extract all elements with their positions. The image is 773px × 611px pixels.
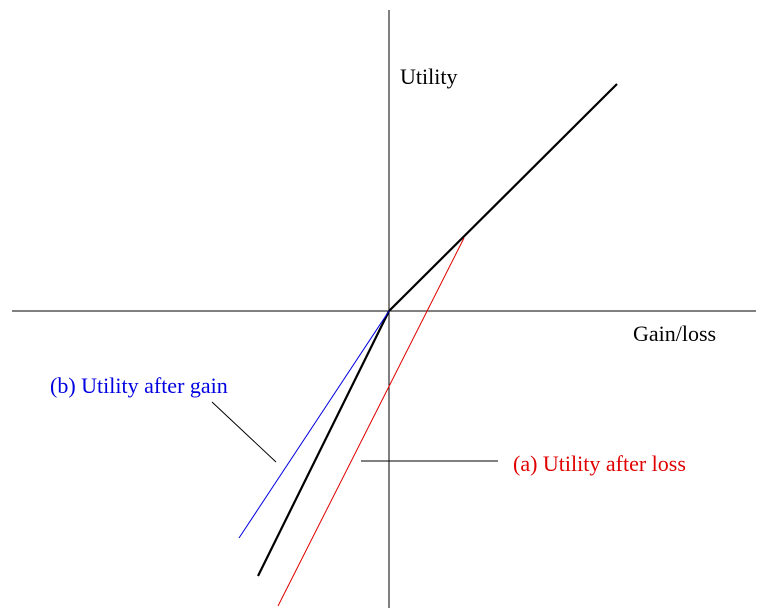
utility-curve — [257, 83, 618, 577]
y-axis-label: Utility — [400, 64, 457, 89]
annotation: (a) Utility after loss — [513, 451, 686, 476]
utility-after-gain-line — [238, 310, 390, 539]
utility-after-loss-line — [277, 237, 465, 607]
leader-line — [211, 401, 277, 463]
annotation: (b) Utility after gain — [50, 373, 228, 398]
x-axis-label: Gain/loss — [633, 321, 716, 346]
